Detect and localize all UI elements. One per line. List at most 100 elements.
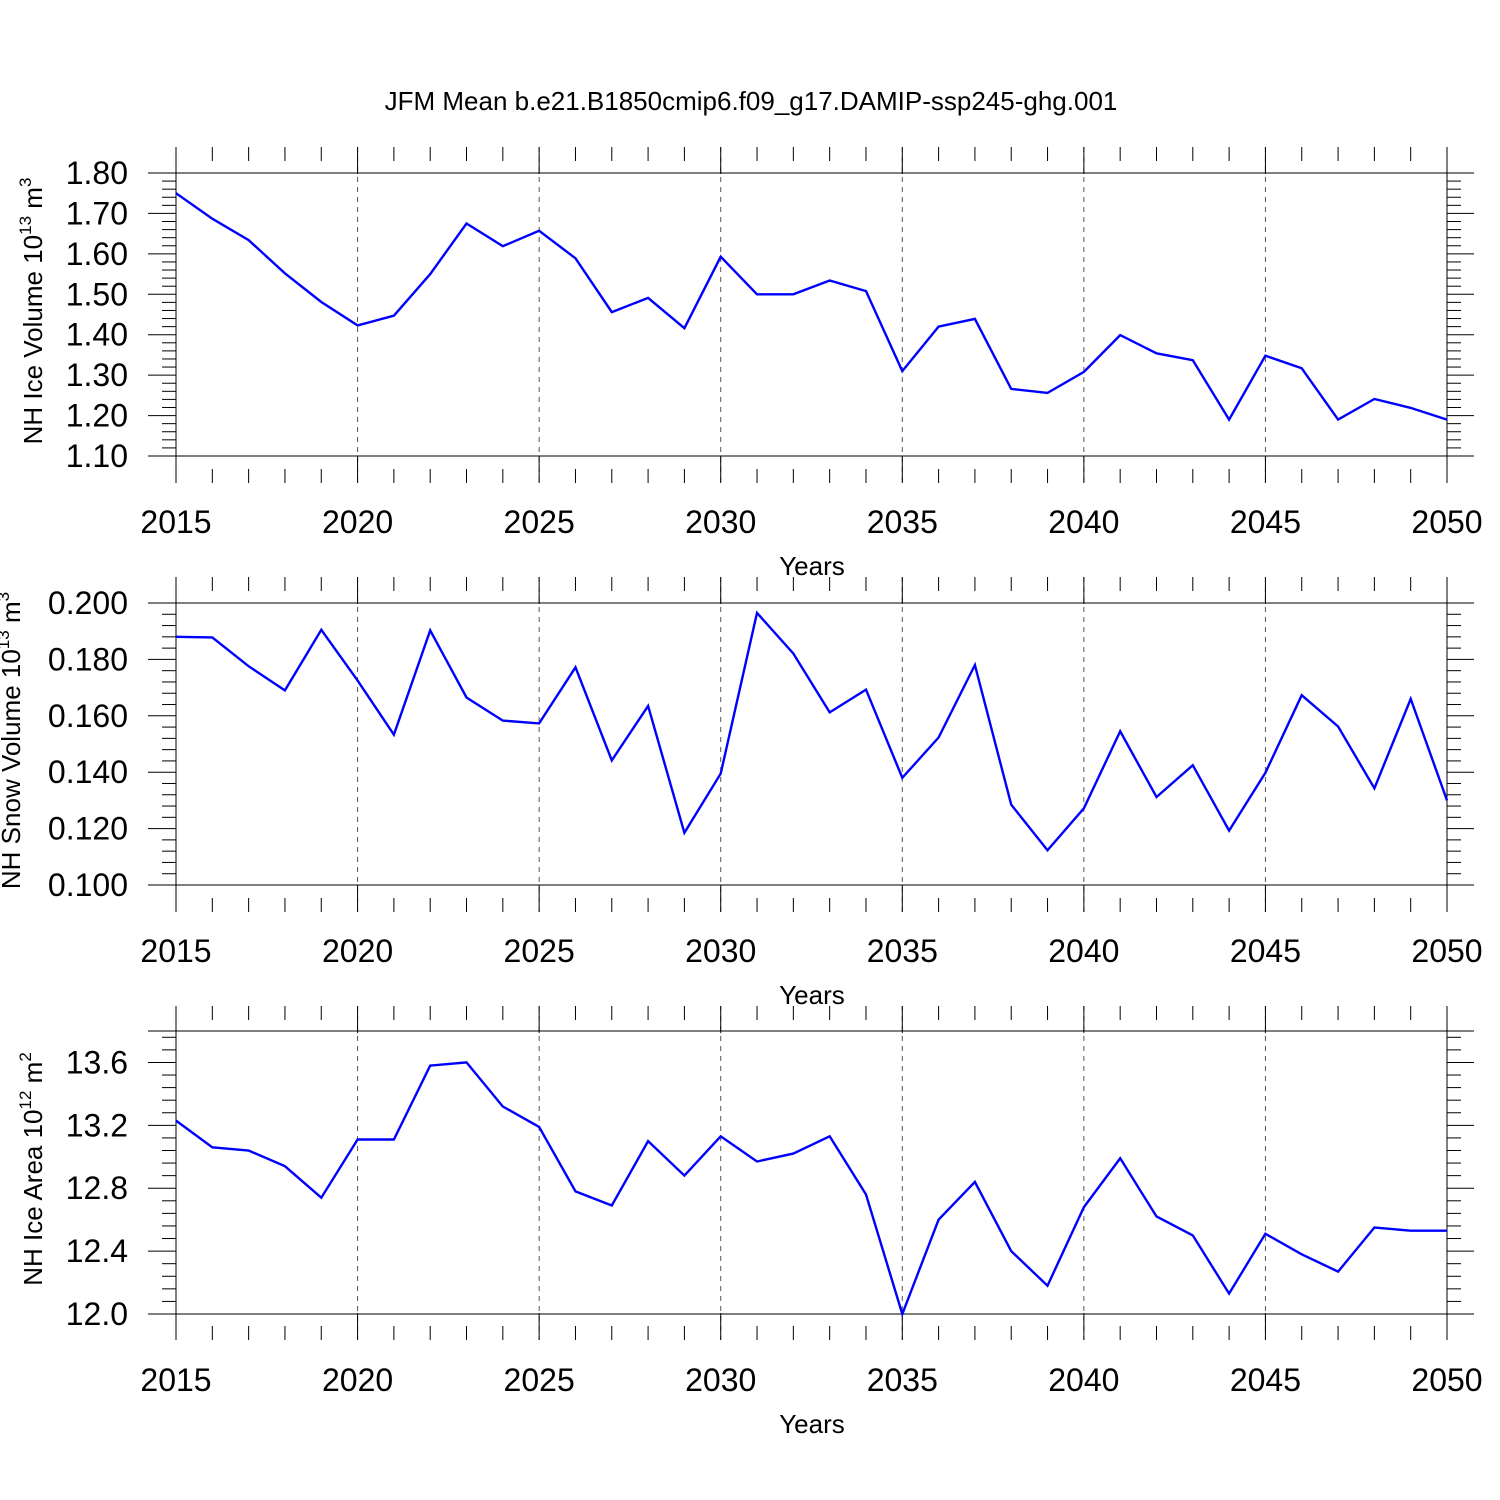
data-point <box>647 1140 650 1143</box>
data-point <box>356 324 359 327</box>
x-tick-label: 2045 <box>1230 933 1301 969</box>
data-point <box>610 1204 613 1207</box>
data-point <box>719 255 722 258</box>
data-point <box>1337 418 1340 421</box>
y-tick-label: 1.30 <box>66 357 128 393</box>
data-point <box>1155 1215 1158 1218</box>
data-point <box>864 688 867 691</box>
data-point <box>610 759 613 762</box>
data-point <box>574 257 577 260</box>
data-point <box>1300 367 1303 370</box>
x-tick-label: 2035 <box>867 1362 938 1398</box>
y-axis-label: NH Ice Volume 1013 m3 <box>16 178 48 445</box>
data-point <box>247 239 250 242</box>
series-line-snow-volume <box>175 610 1449 853</box>
data-point <box>1191 1234 1194 1237</box>
data-point <box>392 1138 395 1141</box>
series-line-ice-volume <box>175 192 1448 422</box>
y-tick-label: 0.180 <box>48 641 128 677</box>
y-tick-label: 1.60 <box>66 236 128 272</box>
data-point <box>1010 803 1013 806</box>
data-point <box>175 635 178 638</box>
x-tick-label: 2045 <box>1230 1362 1301 1398</box>
x-tick-label: 2035 <box>867 504 938 540</box>
data-point <box>429 629 432 632</box>
y-tick-label: 1.40 <box>66 317 128 353</box>
x-tick-label: 2015 <box>140 1362 211 1398</box>
x-tick-label: 2030 <box>685 504 756 540</box>
data-point <box>1119 334 1122 337</box>
data-point <box>574 1190 577 1193</box>
y-tick-label: 1.20 <box>66 398 128 434</box>
data-point <box>1228 418 1231 421</box>
data-point <box>1119 730 1122 733</box>
data-point <box>465 1061 468 1064</box>
data-point <box>1446 799 1449 802</box>
figure-title: JFM Mean b.e21.B1850cmip6.f09_g17.DAMIP-… <box>385 86 1118 116</box>
y-tick-label: 0.160 <box>48 698 128 734</box>
data-point <box>320 628 323 631</box>
data-point <box>392 733 395 736</box>
data-point <box>1119 1157 1122 1160</box>
data-point <box>719 1135 722 1138</box>
data-point <box>1191 359 1194 362</box>
x-tick-label: 2020 <box>322 933 393 969</box>
data-point <box>1337 725 1340 728</box>
data-point <box>392 314 395 317</box>
x-tick-label: 2030 <box>685 1362 756 1398</box>
y-tick-label: 13.6 <box>66 1044 128 1080</box>
data-point <box>175 192 178 195</box>
data-point <box>175 1119 178 1122</box>
y-tick-label: 0.140 <box>48 754 128 790</box>
data-point <box>1046 1284 1049 1287</box>
data-point <box>901 776 904 779</box>
y-tick-label: 0.200 <box>48 585 128 621</box>
data-point <box>211 217 214 220</box>
data-point <box>247 665 250 668</box>
data-point <box>683 831 686 834</box>
data-point <box>1409 1229 1412 1232</box>
data-point <box>283 1165 286 1168</box>
data-point <box>1010 387 1013 390</box>
data-point <box>1300 1253 1303 1256</box>
data-point <box>973 317 976 320</box>
data-point <box>937 1218 940 1221</box>
data-point <box>283 689 286 692</box>
data-point <box>901 370 904 373</box>
x-tick-label: 2025 <box>504 504 575 540</box>
data-point <box>429 1064 432 1067</box>
data-point <box>756 1160 759 1163</box>
data-point <box>1228 829 1231 832</box>
x-tick-label: 2025 <box>504 933 575 969</box>
data-point <box>1046 849 1049 852</box>
y-axis-label: NH Snow Volume 1013 m3 <box>0 592 26 889</box>
x-tick-label: 2020 <box>322 1362 393 1398</box>
y-tick-label: 12.0 <box>66 1296 128 1332</box>
data-point <box>1373 1226 1376 1229</box>
data-point <box>1300 694 1303 697</box>
y-tick-label: 12.4 <box>66 1233 128 1269</box>
data-point <box>610 311 613 314</box>
data-point <box>465 696 468 699</box>
data-point <box>1082 807 1085 810</box>
data-point <box>901 1313 904 1316</box>
data-point <box>973 1180 976 1183</box>
y-tick-label: 12.8 <box>66 1170 128 1206</box>
data-point <box>1228 1292 1231 1295</box>
y-tick-label: 1.10 <box>66 438 128 474</box>
data-point <box>538 229 541 232</box>
x-axis-label: Years <box>779 1409 845 1439</box>
data-point <box>792 293 795 296</box>
data-point <box>937 325 940 328</box>
data-point <box>1264 1232 1267 1235</box>
data-point <box>1264 771 1267 774</box>
data-point <box>1046 391 1049 394</box>
data-point <box>356 679 359 682</box>
data-point <box>792 652 795 655</box>
x-tick-label: 2025 <box>504 1362 575 1398</box>
data-point <box>828 711 831 714</box>
data-point <box>647 704 650 707</box>
data-point <box>429 273 432 276</box>
data-point <box>864 1193 867 1196</box>
